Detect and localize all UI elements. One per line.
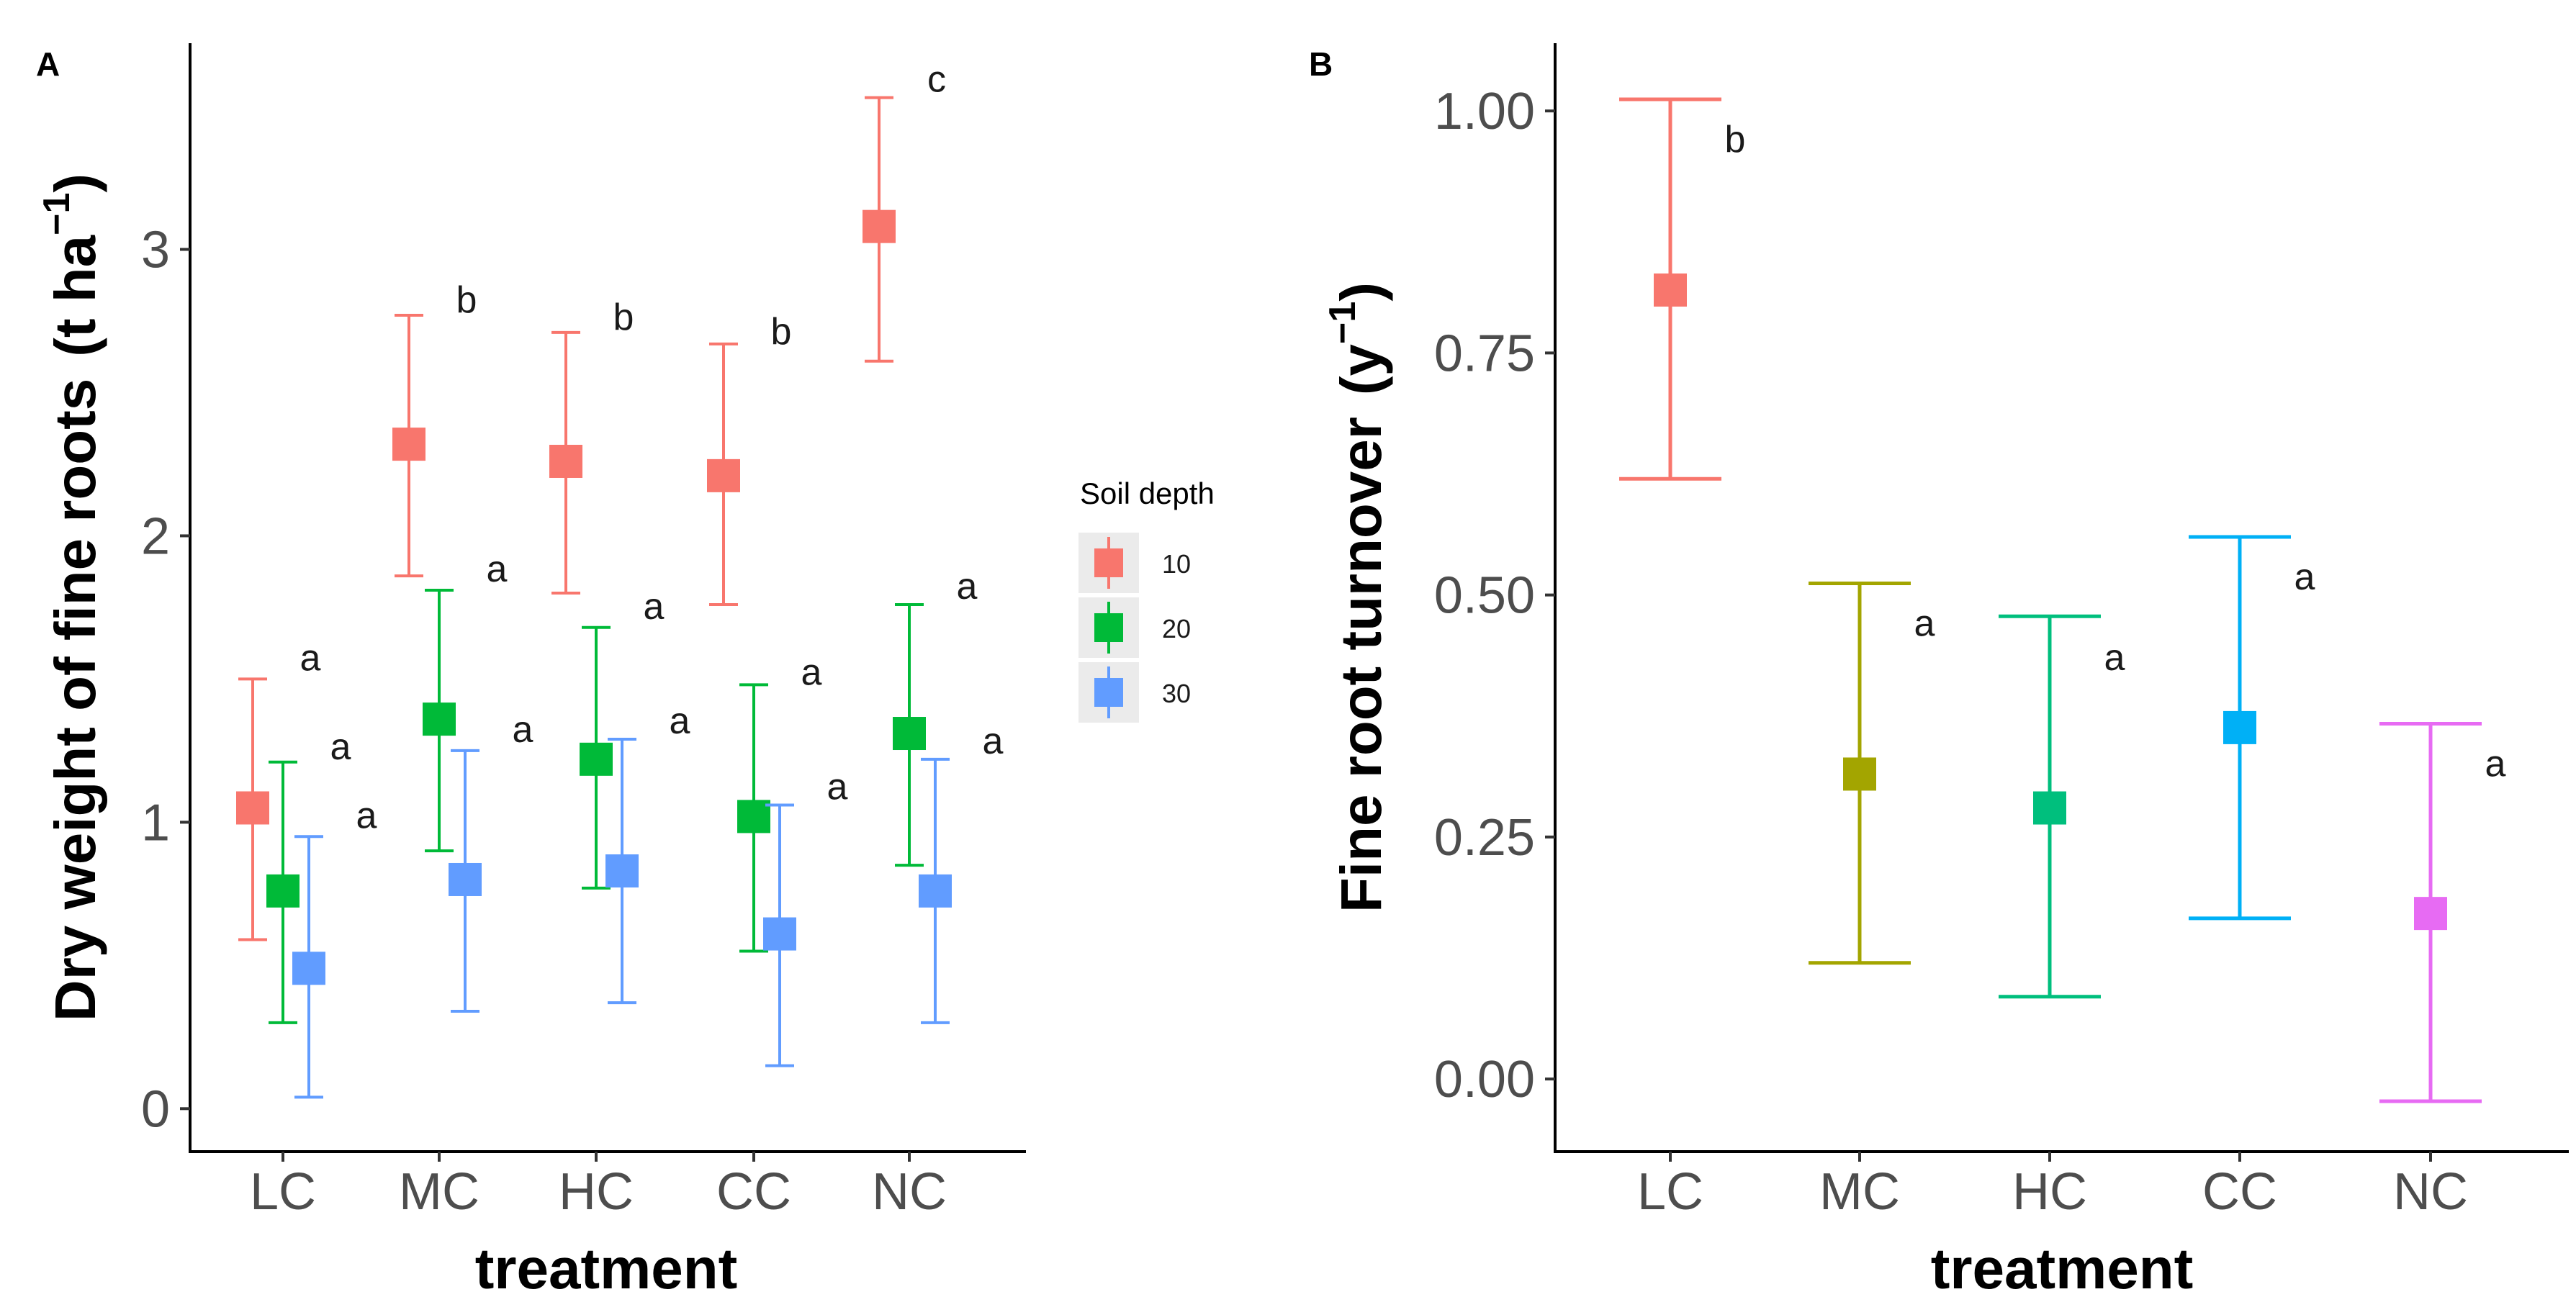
panel-a-y-tick-label: 1 [141,794,170,851]
panel-a-tag: A [36,45,60,83]
panel-a-point [919,874,952,908]
panel-a-y-tick-label: 2 [141,507,170,565]
panel-a-point [449,862,482,896]
panel-b-x-axis-title: treatment [1931,1237,2194,1301]
panel-a-point [763,917,796,951]
panel-a-point [549,444,582,478]
panel-b-y-tick-label: 1.00 [1434,83,1535,140]
panel-b-significance-letter: a [2485,744,2506,785]
panel-a-x-axis-title: treatment [475,1237,738,1301]
panel-a-point [580,742,613,776]
panel-a-y-axis-title: Dry weight of fine roots (t ha−1) [36,173,107,1021]
panel-b-x-tick-label: HC [2012,1163,2087,1221]
panel-a-significance-letter: a [300,637,321,679]
panel-b-x-tick-label: MC [1819,1163,1900,1221]
panel-b-y-axis-unit: (y [1329,343,1393,395]
panel-b-y-tick-label: 0.50 [1434,567,1535,625]
panel-b-y-axis-title-text: Fine root turnover [1329,417,1393,913]
panel-a-significance-letter: a [513,709,533,751]
panel-a-y-axis-unit-exponent: −1 [36,193,78,235]
legend: Soil depth 10 20 30 [1078,476,1215,723]
panel-a-significance-letter: a [801,651,822,693]
panel-b-point [2223,710,2256,744]
panel-b-point [2033,791,2066,825]
panel-a-point [266,874,300,908]
panel-b-significance-letter: a [1914,603,1935,645]
panel-a-point [392,428,425,461]
panel-b-point [1843,757,1876,791]
legend-key-marker-30 [1094,678,1123,707]
panel-b-y-tick-label: 0.00 [1434,1051,1535,1108]
panel-a-x-tick-label: CC [716,1163,791,1221]
panel-a-significance-letter: a [330,726,351,768]
panel-b-tag: B [1309,45,1333,83]
panel-a-significance-letter: a [487,548,508,590]
panel-a-x-tick-label: HC [559,1163,634,1221]
panel-a-significance-letter: a [983,720,1004,762]
panel-a-x-tick-label: MC [399,1163,479,1221]
panel-a-point [236,791,269,825]
legend-key-marker-20 [1094,613,1123,642]
legend-label-20: 20 [1162,614,1191,643]
panel-a-point [423,702,456,736]
panel-a-point [292,952,325,985]
panel-b-y-tick-label: 0.75 [1434,325,1535,382]
panel-a-significance-letter: c [927,59,946,101]
panel-a-significance-letter: a [356,795,377,836]
panel-b-significance-letter: a [2294,556,2315,598]
panel-b-y-tick-label: 0.25 [1434,809,1535,867]
panel-a-significance-letter: b [456,279,477,321]
panel-a-point [893,717,926,751]
legend-key-marker-10 [1094,548,1123,577]
panel-a-x-tick-label: LC [250,1163,316,1221]
panel-b-x-tick-label: LC [1637,1163,1703,1221]
panel-b-x-tick-label: CC [2202,1163,2277,1221]
panel-b-point [1654,273,1687,307]
panel-a-y-axis-unit: (t ha [43,235,107,356]
panel-b-y-axis-unit-exponent: −1 [1322,302,1364,344]
panel-a-y-tick-label: 0 [141,1080,170,1138]
panel-b-y-axis-unit-close: ) [1329,282,1393,302]
panel-a-point [707,458,740,492]
panel-a-point [605,854,639,888]
panel-a-x-tick-label: NC [872,1163,947,1221]
legend-label-10: 10 [1162,549,1191,579]
legend-title: Soil depth [1080,476,1215,510]
panel-a-y-tick-label: 3 [141,222,170,279]
panel-a-significance-letter: a [957,566,978,607]
panel-b-significance-letter: b [1725,119,1746,161]
panel-a-point [737,800,770,833]
panel-b-significance-letter: a [2104,637,2125,679]
panel-a-y-axis-unit-close: ) [43,173,107,193]
panel-a-significance-letter: a [827,767,848,808]
panel-b-y-axis-title: Fine root turnover (y−1) [1322,282,1393,913]
panel-a-point [863,209,896,243]
legend-label-30: 30 [1162,679,1191,708]
panel-a-significance-letter: a [644,586,665,628]
panel-a-y-axis-title-text: Dry weight of fine roots [43,379,107,1021]
panel-a-significance-letter: a [670,700,690,742]
panel-a-significance-letter: b [771,311,792,353]
panel-b-point [2414,897,2447,931]
panel-b-x-tick-label: NC [2393,1163,2468,1221]
panel-a-significance-letter: b [613,297,634,338]
